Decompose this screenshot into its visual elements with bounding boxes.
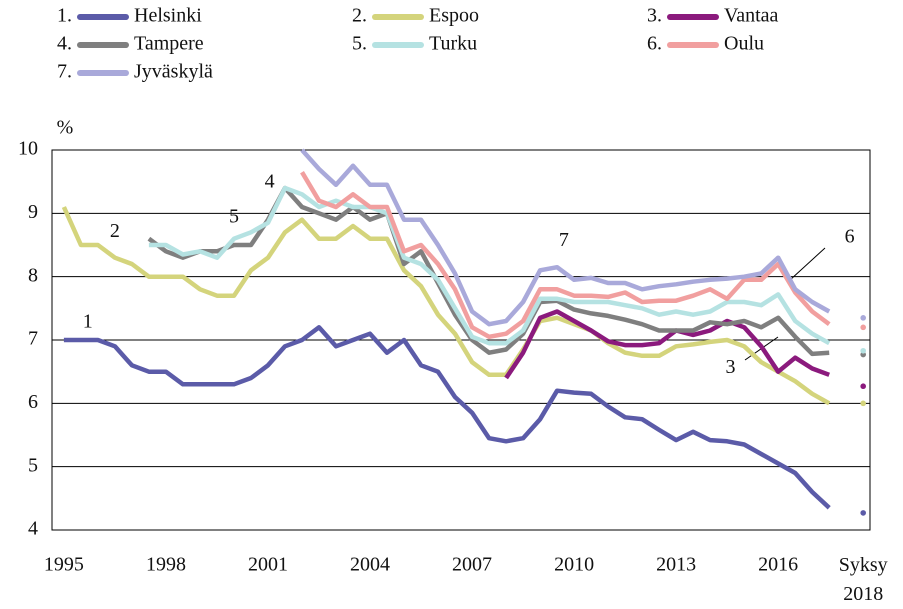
series-line (300, 171, 831, 340)
y-tick-label: 6 (28, 391, 38, 413)
x-tick-label: 2001 (248, 554, 288, 576)
x-tick-label: 1995 (44, 554, 84, 576)
legend-label: Espoo (429, 5, 479, 27)
legend-label: Oulu (724, 33, 764, 55)
series-line (61, 206, 831, 406)
x-tick-label-line: Syksy (839, 554, 888, 576)
y-tick-label: 9 (28, 201, 38, 223)
x-tick-label: 2016 (758, 554, 798, 576)
data-point (860, 383, 866, 390)
series-line (504, 309, 830, 380)
annotation: 7 (559, 229, 569, 251)
x-tick-label-line: 2018 (843, 583, 883, 604)
annotation: 1 (83, 310, 93, 332)
legend-label: Helsinki (134, 5, 202, 27)
legend-label: Turku (429, 33, 477, 55)
y-axis-label: % (57, 117, 74, 139)
annotation: 6 (845, 226, 855, 248)
x-tick-label: 1998 (146, 554, 186, 576)
legend-number: 6. (647, 33, 662, 55)
legend-number: 2. (352, 5, 367, 27)
legend-number: 5. (352, 33, 367, 55)
legend-number: 1. (57, 5, 72, 27)
legend-number: 3. (647, 5, 662, 27)
x-tick-label: 2010 (554, 554, 594, 576)
data-point (860, 510, 866, 516)
legend-number: 7. (57, 61, 72, 83)
x-tick-label: Syksy 2018 (839, 554, 888, 604)
series-line (300, 148, 831, 327)
legend-label: Jyväskylä (134, 61, 213, 83)
data-point (860, 315, 866, 321)
data-point (860, 400, 866, 407)
data-point (860, 347, 866, 354)
annotation: 5 (229, 205, 239, 227)
y-tick-label: 10 (18, 138, 38, 160)
leader-line (789, 247, 826, 281)
annotation: 2 (110, 220, 120, 242)
annotation: 4 (265, 171, 275, 193)
x-tick-label: 2007 (452, 554, 492, 576)
legend-label: Tampere (134, 33, 204, 55)
annotation: 3 (726, 356, 736, 378)
x-tick-label: 2004 (350, 554, 390, 576)
y-tick-label: 4 (28, 518, 38, 540)
x-tick-label: 2013 (656, 554, 696, 576)
legend-label: Vantaa (724, 5, 779, 27)
y-tick-label: 5 (28, 454, 38, 476)
series-line (63, 325, 831, 510)
legend-number: 4. (57, 33, 72, 55)
data-point (860, 324, 866, 331)
y-tick-label: 8 (28, 264, 38, 286)
y-tick-label: 7 (28, 328, 38, 350)
series-line (148, 185, 831, 346)
